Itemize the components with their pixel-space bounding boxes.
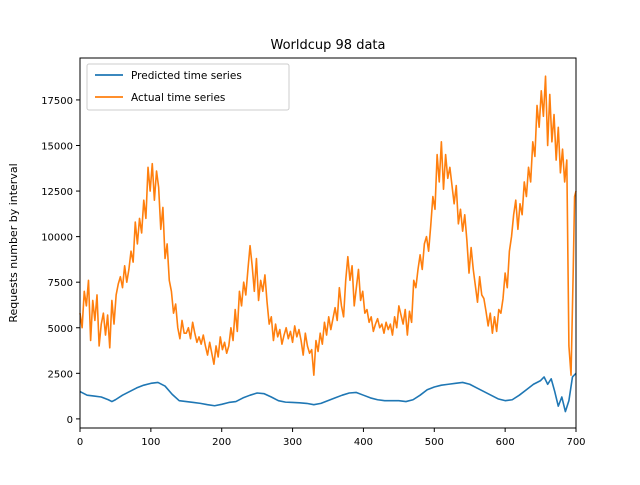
legend-label-predicted: Predicted time series	[131, 70, 242, 82]
x-tick-label: 500	[425, 437, 444, 448]
legend-label-actual: Actual time series	[131, 92, 225, 104]
y-tick-label: 5000	[48, 324, 73, 335]
x-tick-label: 300	[283, 437, 302, 448]
y-tick-label: 17500	[41, 96, 73, 107]
y-axis-label: Requests number by interval	[7, 163, 20, 322]
y-tick-label: 12500	[41, 187, 73, 198]
x-tick-label: 0	[77, 437, 83, 448]
series-layer	[79, 75, 577, 413]
x-tick-label: 600	[496, 437, 515, 448]
y-tick-label: 0	[67, 415, 73, 426]
chart-title: Worldcup 98 data	[271, 38, 386, 53]
y-tick-label: 7500	[48, 278, 73, 289]
x-axis-ticks: 0 100 200 300 400 500 600 700	[77, 428, 586, 448]
y-axis-ticks: 0 2500 5000 7500 10000 12500 15000 17500	[41, 96, 80, 426]
legend: Predicted time series Actual time series	[86, 63, 290, 111]
legend-box	[86, 63, 290, 111]
x-tick-label: 400	[354, 437, 373, 448]
x-tick-label: 700	[566, 437, 585, 448]
plot-frame	[79, 57, 577, 429]
y-tick-label: 15000	[41, 141, 73, 152]
series-line-1	[79, 75, 577, 376]
x-tick-label: 100	[141, 437, 160, 448]
x-tick-label: 200	[212, 437, 231, 448]
y-tick-label: 2500	[48, 369, 73, 380]
series-line-0	[79, 372, 577, 413]
y-tick-label: 10000	[41, 233, 73, 244]
